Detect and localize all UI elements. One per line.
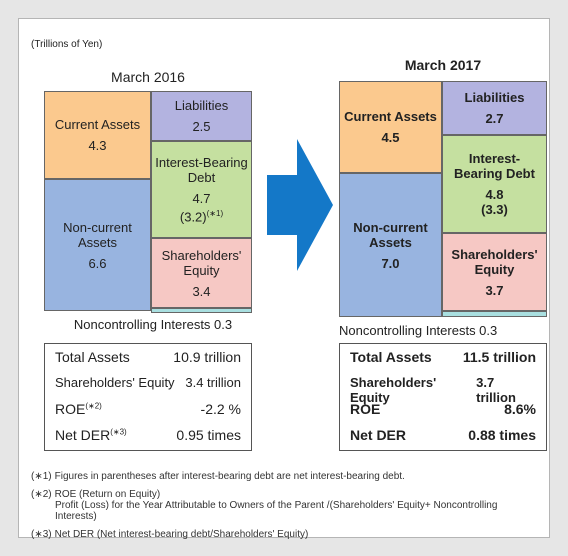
non-current-assets-label: Non-current Assets bbox=[63, 219, 132, 250]
summary-label: ROE(∗2) bbox=[55, 401, 102, 417]
noncontrolling-label: Noncontrolling Interests 0.3 bbox=[339, 323, 498, 338]
current-assets-value: 4.5 bbox=[381, 130, 400, 145]
liabilities: Liabilities 2.7 bbox=[442, 81, 547, 135]
summary-label-text: ROE bbox=[350, 401, 381, 417]
period-title: March 2017 bbox=[404, 57, 482, 73]
footnote-text: Figures in parentheses after interest-be… bbox=[54, 471, 405, 482]
note-mark: (∗3) bbox=[110, 427, 127, 437]
summary-table: Total Assets 10.9 trillion Shareholders' E… bbox=[44, 343, 252, 451]
summary-label-text: Total Assets bbox=[55, 349, 130, 365]
summary-label: ROE bbox=[350, 401, 380, 417]
summary-value: 10.9 trillion bbox=[173, 349, 241, 365]
summary-label-text: Net DER bbox=[55, 427, 111, 443]
arrow bbox=[267, 139, 333, 271]
shareholders-equity: Shareholders' Equity 3.7 bbox=[442, 233, 547, 311]
footnote-mark: (∗2) bbox=[31, 489, 52, 500]
footnote-text: Net DER (Net interest-bearing debt/Share… bbox=[54, 529, 309, 540]
interest-bearing-debt-value: 4.8 bbox=[485, 187, 504, 202]
current-assets-label: Current Assets bbox=[54, 117, 141, 132]
footnote-mark: (∗3) bbox=[31, 529, 52, 540]
summary-value: 11.5 trillion bbox=[462, 349, 536, 365]
shareholders-equity: Shareholders' Equity 3.4 bbox=[151, 238, 252, 308]
footnote: (∗2) ROE (Return on Equity) Profit (Loss) … bbox=[31, 489, 536, 522]
unit-label: (Trillions of Yen) bbox=[31, 39, 103, 50]
current-assets: Current Assets 4.5 bbox=[339, 81, 442, 173]
noncontrolling-interests bbox=[151, 308, 252, 313]
summary-value: 3.7 trillion bbox=[476, 375, 516, 405]
current-assets-value: 4.3 bbox=[88, 138, 107, 153]
liabilities-value: 2.7 bbox=[485, 111, 504, 126]
summary-label: Total Assets bbox=[350, 349, 432, 365]
non-current-assets: Non-current Assets 7.0 bbox=[339, 173, 442, 317]
summary-row: Shareholders' Equity 3.4 trillion bbox=[55, 375, 241, 390]
summary-label-text: Shareholders' Equity bbox=[55, 375, 175, 390]
summary-label: Net DER(∗3) bbox=[55, 427, 127, 443]
summary-label-text: ROE bbox=[55, 401, 86, 417]
current-assets-label: Current Assets bbox=[344, 109, 437, 124]
net-debt: (3.2)(∗1) bbox=[180, 206, 223, 224]
summary-row: Net DER(∗3) 0.95 times bbox=[55, 427, 241, 443]
noncontrolling-label: Noncontrolling Interests 0.3 bbox=[73, 317, 233, 332]
shareholders-equity-value: 3.4 bbox=[192, 283, 211, 299]
summary-table: Total Assets 11.5 trillion Shareholders' E… bbox=[339, 343, 547, 451]
liabilities-label: Liabilities bbox=[464, 90, 525, 105]
interest-bearing-debt: Interest-Bearing Debt 4.8 (3.3) bbox=[442, 135, 547, 233]
note-mark: (∗1) bbox=[206, 208, 224, 218]
footnote-mark: (∗1) bbox=[31, 471, 52, 482]
liabilities-label: Liabilities bbox=[174, 98, 229, 113]
current-assets: Current Assets 4.3 bbox=[44, 91, 151, 179]
summary-label-text: Net DER bbox=[350, 427, 407, 443]
shareholders-equity-label: Shareholders' Equity bbox=[451, 246, 538, 277]
interest-bearing-debt-value: 4.7 bbox=[192, 190, 211, 206]
summary-row: Shareholders' Equity 3.7 trillion bbox=[350, 375, 536, 405]
summary-row: ROE 8.6% bbox=[350, 401, 536, 417]
summary-value: 0.95 times bbox=[176, 427, 241, 443]
summary-label: Net DER bbox=[350, 427, 406, 443]
period-title: March 2016 bbox=[111, 69, 185, 85]
panel: (Trillions of Yen) March 2016 Current Ass… bbox=[18, 18, 550, 540]
net-debt-value: (3.3) bbox=[481, 202, 508, 217]
interest-bearing-debt: Interest-Bearing Debt 4.7 (3.2)(∗1) bbox=[151, 141, 252, 238]
summary-value: 8.6% bbox=[504, 401, 536, 417]
shareholders-equity-label: Shareholders' Equity bbox=[161, 247, 242, 278]
summary-row: Total Assets 10.9 trillion bbox=[55, 349, 241, 365]
footnote: (∗1) Figures in parentheses after interes… bbox=[31, 471, 536, 482]
footnote: (∗3) Net DER (Net interest-bearing debt/S… bbox=[31, 529, 536, 540]
non-current-assets-value: 6.6 bbox=[88, 255, 107, 271]
interest-bearing-debt-label: Interest-Bearing Debt bbox=[454, 151, 535, 181]
summary-label-text: Shareholders' Equity bbox=[350, 375, 437, 405]
interest-bearing-debt-label: Interest-Bearing Debt bbox=[155, 154, 248, 185]
summary-label: Shareholders' Equity bbox=[55, 375, 175, 390]
footnote-text: ROE (Return on Equity) bbox=[54, 489, 161, 500]
footnote-detail: Profit (Loss) for the Year Attributable … bbox=[55, 500, 498, 522]
summary-value: -2.2 % bbox=[200, 401, 241, 417]
summary-label-text: Total Assets bbox=[350, 349, 432, 365]
summary-value: 0.88 times bbox=[468, 427, 536, 443]
note-mark: (∗2) bbox=[85, 401, 102, 411]
summary-label: Total Assets bbox=[55, 349, 130, 365]
liabilities: Liabilities 2.5 bbox=[151, 91, 252, 141]
net-debt: (3.3) bbox=[481, 202, 508, 217]
summary-row: ROE(∗2) -2.2 % bbox=[55, 401, 241, 417]
net-debt-value: (3.2) bbox=[179, 209, 207, 225]
non-current-assets: Non-current Assets 6.6 bbox=[44, 179, 151, 311]
liabilities-value: 2.5 bbox=[192, 119, 211, 134]
summary-row: Net DER 0.88 times bbox=[350, 427, 536, 443]
summary-value: 3.4 trillion bbox=[185, 375, 241, 390]
shareholders-equity-value: 3.7 bbox=[485, 282, 504, 298]
noncontrolling-interests bbox=[442, 311, 547, 317]
non-current-assets-label: Non-current Assets bbox=[353, 219, 428, 250]
summary-label: Shareholders' Equity bbox=[350, 375, 476, 405]
non-current-assets-value: 7.0 bbox=[381, 255, 400, 271]
summary-row: Total Assets 11.5 trillion bbox=[350, 349, 536, 365]
